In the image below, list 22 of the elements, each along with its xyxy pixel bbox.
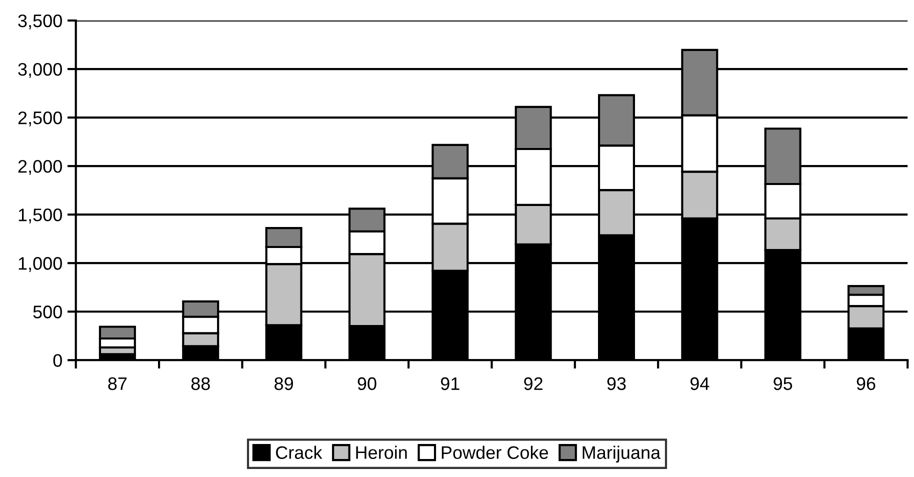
x-tick-label: 88 bbox=[191, 377, 210, 390]
y-tick-label: 2,500 bbox=[18, 111, 62, 126]
legend-label: Crack bbox=[276, 446, 322, 459]
x-tick-label: 94 bbox=[690, 377, 710, 390]
x-tick-label: 96 bbox=[856, 377, 876, 390]
x-tick-label: 90 bbox=[358, 377, 376, 390]
y-tick-label: 3,500 bbox=[18, 14, 62, 30]
x-tick-label: 93 bbox=[607, 377, 626, 390]
x-tick-label: 95 bbox=[774, 377, 792, 390]
y-tick-label: 1,500 bbox=[18, 208, 62, 224]
legend-label: Marijuana bbox=[582, 446, 661, 463]
x-tick-label: 87 bbox=[108, 377, 127, 390]
y-tick-label: 0 bbox=[53, 354, 62, 367]
y-tick-label: 500 bbox=[33, 306, 62, 318]
x-tick-label: 92 bbox=[524, 377, 542, 390]
y-tick-label: 3,000 bbox=[18, 62, 62, 78]
legend-label: Heroin bbox=[356, 446, 407, 459]
x-tick-label: 91 bbox=[440, 377, 460, 390]
x-tick-label: 89 bbox=[274, 377, 293, 390]
y-tick-label: 1,000 bbox=[18, 257, 62, 272]
legend-label: Powder Coke bbox=[442, 446, 548, 459]
y-tick-label: 2,000 bbox=[18, 160, 62, 175]
